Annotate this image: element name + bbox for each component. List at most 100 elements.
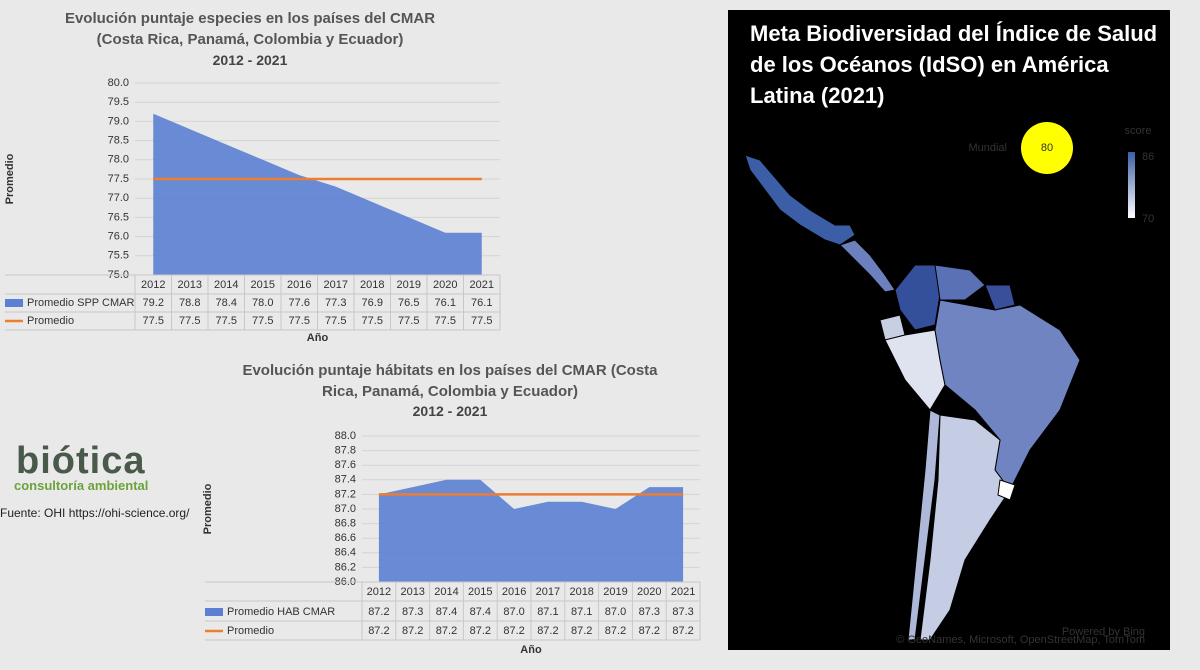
x-tick-label: 2017 — [536, 586, 560, 598]
y-tick-label: 86.2 — [335, 561, 356, 573]
y-tick-label: 75.5 — [108, 250, 129, 262]
x-tick-label: 2017 — [324, 279, 348, 291]
map-title: Meta Biodiversidad del Índice de Salud d… — [750, 21, 1158, 108]
y-axis-title: Promedio — [202, 483, 214, 534]
table-value: 77.5 — [435, 315, 456, 327]
table-value: 76.1 — [435, 297, 456, 309]
table-value: 87.2 — [470, 625, 491, 637]
country — [744, 154, 856, 246]
country — [907, 409, 941, 641]
y-tick-label: 87.4 — [335, 474, 356, 486]
y-tick-label: 76.0 — [108, 231, 129, 243]
table-value: 87.3 — [402, 606, 423, 618]
x-tick-label: 2018 — [569, 586, 593, 598]
x-tick-label: 2020 — [433, 279, 457, 291]
table-value: 77.6 — [289, 297, 310, 309]
x-tick-label: 2018 — [360, 279, 384, 291]
area — [378, 479, 684, 582]
x-axis-title: Año — [520, 644, 542, 656]
chart-subtitle: 2012 - 2021 — [412, 403, 488, 419]
y-tick-label: 87.0 — [335, 503, 356, 515]
table-value: 76.1 — [471, 297, 492, 309]
logo-name: biótica — [16, 440, 146, 482]
x-tick-label: 2012 — [367, 586, 391, 598]
y-tick-label: 77.0 — [108, 192, 129, 204]
scale-min: 70 — [1142, 213, 1154, 225]
x-tick-label: 2014 — [434, 586, 458, 598]
table-value: 87.0 — [503, 606, 524, 618]
chart-title: Evolución puntaje hábitats en los países… — [242, 362, 658, 400]
table-value: 87.0 — [605, 606, 626, 618]
legend-swatch — [5, 299, 23, 307]
legend-label: Promedio — [27, 315, 74, 327]
y-tick-label: 80.0 — [108, 77, 129, 89]
map-powered: Powered by Bing — [1062, 626, 1145, 638]
x-axis-title: Año — [307, 332, 329, 344]
table-value: 87.2 — [436, 625, 457, 637]
y-tick-label: 77.5 — [108, 173, 129, 185]
y-tick-label: 86.4 — [335, 547, 356, 559]
table-value: 87.2 — [368, 625, 389, 637]
x-tick-label: 2013 — [400, 586, 424, 598]
chart-subtitle: 2012 - 2021 — [212, 52, 288, 68]
table-value: 87.2 — [571, 625, 592, 637]
map-countries — [744, 154, 1081, 641]
table-value: 78.0 — [252, 297, 273, 309]
table-value: 87.4 — [436, 606, 457, 618]
table-value: 87.2 — [368, 606, 389, 618]
x-tick-label: 2016 — [287, 279, 311, 291]
legend-swatch — [205, 608, 223, 616]
table-value: 87.3 — [672, 606, 693, 618]
global-marker — [1021, 122, 1073, 174]
table-value: 77.5 — [362, 315, 383, 327]
table-value: 77.5 — [471, 315, 492, 327]
table-value: 78.4 — [216, 297, 237, 309]
country — [984, 284, 1016, 311]
table-value: 87.3 — [639, 606, 660, 618]
color-scale — [1128, 152, 1135, 218]
x-tick-label: 2015 — [251, 279, 275, 291]
y-tick-label: 87.2 — [335, 488, 356, 500]
y-tick-label: 78.5 — [108, 135, 129, 147]
legend-label: Promedio SPP CMAR — [27, 297, 134, 309]
legend-label: Promedio HAB CMAR — [227, 606, 335, 618]
y-axis-title: Promedio — [4, 153, 16, 204]
y-tick-label: 78.0 — [108, 154, 129, 166]
x-tick-label: 2019 — [397, 279, 421, 291]
table-value: 76.9 — [362, 297, 383, 309]
table-value: 77.5 — [143, 315, 164, 327]
y-tick-label: 86.6 — [335, 532, 356, 544]
x-tick-label: 2014 — [214, 279, 238, 291]
table-value: 77.3 — [325, 297, 346, 309]
x-tick-label: 2019 — [603, 586, 627, 598]
table-value: 87.4 — [470, 606, 491, 618]
table-value: 87.2 — [503, 625, 524, 637]
table-value: 77.5 — [398, 315, 419, 327]
logo-tagline: consultoría ambiental — [14, 478, 149, 493]
table-value: 77.5 — [216, 315, 237, 327]
table-value: 76.5 — [398, 297, 419, 309]
table-value: 77.5 — [325, 315, 346, 327]
table-value: 77.5 — [252, 315, 273, 327]
area — [153, 113, 482, 275]
table-value: 79.2 — [143, 297, 164, 309]
map-attribution: © GeoNames, Microsoft, OpenStreetMap, To… — [896, 634, 1145, 646]
country — [934, 264, 986, 301]
global-label: Mundial — [968, 142, 1007, 154]
y-tick-label: 86.8 — [335, 518, 356, 530]
country — [894, 264, 941, 331]
global-value: 80 — [1041, 142, 1053, 154]
table-value: 87.1 — [571, 606, 592, 618]
table-value: 87.2 — [672, 625, 693, 637]
x-tick-label: 2012 — [141, 279, 165, 291]
y-tick-label: 79.0 — [108, 115, 129, 127]
x-tick-label: 2015 — [468, 586, 492, 598]
x-tick-label: 2021 — [671, 586, 695, 598]
table-value: 87.2 — [639, 625, 660, 637]
country — [997, 479, 1016, 501]
table-value: 77.5 — [179, 315, 200, 327]
x-tick-label: 2016 — [502, 586, 526, 598]
y-tick-label: 87.8 — [335, 445, 356, 457]
